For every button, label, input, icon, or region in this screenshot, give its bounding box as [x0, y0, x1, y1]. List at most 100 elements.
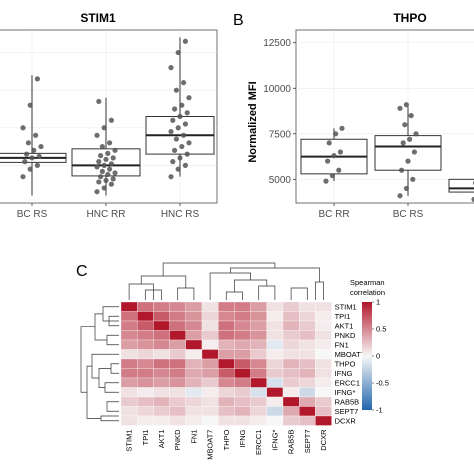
heatmap-cell	[201, 368, 219, 379]
heatmap-cell	[169, 406, 186, 417]
heatmap-row-label: STIM1	[335, 303, 357, 312]
heatmap-cell	[169, 320, 186, 331]
heatmap-cell	[218, 301, 235, 312]
thpo-y-axis-label: Normalized MFI	[247, 81, 259, 162]
box-iqr	[374, 135, 442, 171]
heatmap-cell	[282, 311, 300, 322]
thpo-plot-area	[295, 29, 474, 204]
heatmap-cell	[201, 311, 219, 322]
heatmap-row-label: SEPT7	[335, 407, 359, 416]
heatmap-cell	[185, 358, 203, 369]
data-point	[325, 158, 331, 164]
heatmap-cell	[137, 396, 154, 407]
data-point	[99, 143, 105, 150]
legend-title-line-1: Spearman	[350, 278, 385, 287]
heatmap-cell	[315, 358, 332, 369]
heatmap-row-label: RAB5B	[335, 398, 360, 407]
data-point	[170, 117, 176, 123]
data-point	[105, 171, 111, 178]
data-point	[172, 106, 178, 112]
heatmap-cell	[169, 330, 186, 341]
heatmap-cell	[169, 396, 186, 407]
heatmap-cell	[299, 301, 316, 312]
heatmap-cell	[137, 311, 154, 322]
heatmap-cell	[315, 387, 332, 398]
heatmap-cell	[315, 368, 332, 379]
heatmap-row-label: MBOAT7	[335, 350, 365, 359]
heatmap-cell	[120, 301, 138, 312]
heatmap-cell	[201, 406, 219, 417]
heatmap-cell	[218, 330, 235, 341]
heatmap-cell	[315, 406, 332, 417]
heatmap-cell	[153, 387, 170, 398]
heatmap-cell	[120, 415, 138, 426]
heatmap-cell	[137, 358, 154, 369]
heatmap-cell	[234, 320, 251, 331]
heatmap-cell	[266, 339, 284, 350]
heatmap-cell	[315, 320, 332, 331]
heatmap-cell	[153, 396, 170, 407]
heatmap-cell	[282, 358, 300, 369]
y-tick-label: 10000	[263, 84, 291, 95]
top-dendrogram	[128, 262, 324, 300]
heatmap-cell	[137, 320, 154, 331]
heatmap-cell	[282, 415, 300, 426]
data-point	[173, 87, 179, 93]
data-point	[182, 38, 188, 44]
data-point	[94, 164, 100, 170]
heatmap-cell	[120, 396, 138, 407]
dendrogram-branch	[110, 363, 119, 374]
data-point	[103, 177, 109, 184]
heatmap-cell	[120, 358, 138, 369]
heatmap-cell	[201, 330, 219, 341]
heatmap-cell	[266, 301, 284, 312]
heatmap-cell	[153, 349, 170, 360]
heatmap-cell	[218, 396, 235, 407]
heatmap-cell	[153, 406, 170, 417]
heatmap-row-label: TPI1	[335, 312, 351, 321]
data-point	[184, 151, 190, 157]
heatmap-row-label: IFNG*	[335, 388, 356, 397]
heatmap-cell	[250, 415, 267, 426]
heatmap-column-label: ERCC1	[254, 430, 263, 455]
heatmap-cell	[153, 311, 170, 322]
heatmap-cell	[234, 415, 251, 426]
data-point	[24, 151, 30, 157]
data-point	[408, 112, 414, 119]
heatmap-cell	[120, 311, 138, 322]
data-point	[182, 121, 188, 127]
heatmap-cell	[120, 368, 138, 379]
data-point	[101, 125, 107, 131]
heatmap-cell	[169, 301, 186, 312]
data-point	[471, 196, 474, 202]
heatmap-cell	[120, 339, 138, 350]
heatmap-cell	[282, 339, 300, 350]
left-dendrogram	[80, 306, 119, 422]
data-point	[186, 95, 192, 101]
heatmap-cell	[299, 406, 316, 417]
legend-tick-label: 0.5	[376, 325, 386, 334]
data-point	[407, 136, 413, 142]
data-point	[168, 128, 174, 135]
data-point	[397, 193, 403, 199]
heatmap-cell	[234, 358, 251, 369]
data-point	[175, 49, 181, 56]
data-point	[94, 189, 100, 195]
heatmap-cell	[234, 396, 251, 407]
dendrogram-branch	[225, 291, 243, 300]
x-tick-label: HNC RR	[87, 209, 126, 220]
data-point	[181, 80, 187, 86]
data-point	[108, 161, 114, 167]
data-point	[181, 132, 187, 138]
legend-tick-label: -1	[376, 406, 383, 415]
dendrogram-branch	[106, 401, 119, 412]
heatmap-cell	[201, 377, 219, 388]
heatmap-column-label: TPI1	[141, 430, 150, 446]
data-point	[22, 159, 28, 165]
stim1-boxplot: STIM1 BC RS HNC RR HNC RS	[0, 11, 218, 220]
heatmap-cell	[185, 311, 203, 322]
heatmap-cell	[169, 339, 186, 350]
data-point	[105, 150, 111, 156]
heatmap-cell	[153, 320, 170, 331]
dendrogram-branch	[258, 285, 276, 300]
